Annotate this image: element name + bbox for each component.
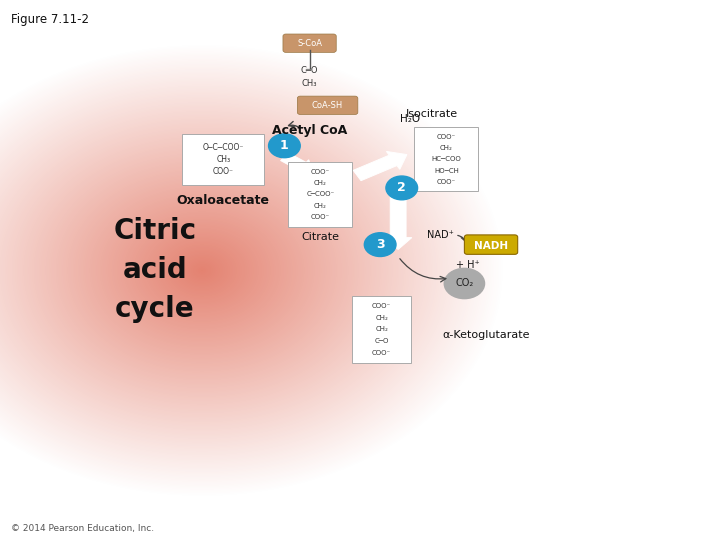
FancyArrow shape xyxy=(281,153,313,173)
Text: COO⁻: COO⁻ xyxy=(437,179,456,185)
FancyBboxPatch shape xyxy=(415,127,478,191)
Text: Citrate: Citrate xyxy=(302,232,339,242)
Text: 1: 1 xyxy=(280,139,289,152)
Text: NAD⁺: NAD⁺ xyxy=(427,230,454,240)
Text: CH₂: CH₂ xyxy=(375,314,388,321)
Text: COO⁻: COO⁻ xyxy=(212,167,234,176)
Text: S-CoA: S-CoA xyxy=(297,39,322,48)
Circle shape xyxy=(269,134,300,158)
Text: α-Ketoglutarate: α-Ketoglutarate xyxy=(443,330,531,340)
Text: O─C─COO⁻: O─C─COO⁻ xyxy=(202,143,244,152)
FancyBboxPatch shape xyxy=(464,235,518,254)
Text: HO─CH: HO─CH xyxy=(434,167,459,174)
Text: COO⁻: COO⁻ xyxy=(372,302,391,309)
Text: COO⁻: COO⁻ xyxy=(311,214,330,220)
Text: 3: 3 xyxy=(376,238,384,251)
Circle shape xyxy=(444,268,485,299)
Text: CH₂: CH₂ xyxy=(314,202,327,209)
Text: CH₂: CH₂ xyxy=(375,326,388,333)
FancyArrow shape xyxy=(384,194,412,249)
Text: Figure 7.11-2: Figure 7.11-2 xyxy=(11,14,89,26)
Text: CoA-SH: CoA-SH xyxy=(312,101,343,110)
Text: C═O: C═O xyxy=(301,66,318,75)
FancyBboxPatch shape xyxy=(288,162,353,226)
FancyBboxPatch shape xyxy=(352,296,411,363)
Text: CH₂: CH₂ xyxy=(440,145,453,151)
Text: C─COO⁻: C─COO⁻ xyxy=(306,191,335,198)
Text: Citric
acid
cycle: Citric acid cycle xyxy=(113,217,197,323)
Text: Oxaloacetate: Oxaloacetate xyxy=(176,194,270,207)
Circle shape xyxy=(386,176,418,200)
Text: COO⁻: COO⁻ xyxy=(311,168,330,175)
Text: C─O: C─O xyxy=(374,338,389,345)
FancyBboxPatch shape xyxy=(283,34,336,52)
Text: CH₂: CH₂ xyxy=(314,180,327,186)
Circle shape xyxy=(364,233,396,256)
Text: CH₃: CH₃ xyxy=(302,79,318,88)
Text: COO⁻: COO⁻ xyxy=(372,350,391,356)
Text: NADH: NADH xyxy=(474,241,508,251)
FancyArrow shape xyxy=(354,151,407,181)
Text: HC─COO: HC─COO xyxy=(431,156,462,163)
Text: 2: 2 xyxy=(397,181,406,194)
Text: CO₂: CO₂ xyxy=(455,279,474,288)
FancyBboxPatch shape xyxy=(182,134,264,185)
FancyBboxPatch shape xyxy=(297,96,358,114)
Text: H₂O: H₂O xyxy=(400,114,420,124)
Text: + H⁺: + H⁺ xyxy=(456,260,480,269)
Text: COO⁻: COO⁻ xyxy=(437,133,456,140)
Text: Isocitrate: Isocitrate xyxy=(406,109,458,119)
Text: © 2014 Pearson Education, Inc.: © 2014 Pearson Education, Inc. xyxy=(11,524,154,533)
Text: CH₃: CH₃ xyxy=(216,155,230,164)
Text: Acetyl CoA: Acetyl CoA xyxy=(272,124,347,137)
